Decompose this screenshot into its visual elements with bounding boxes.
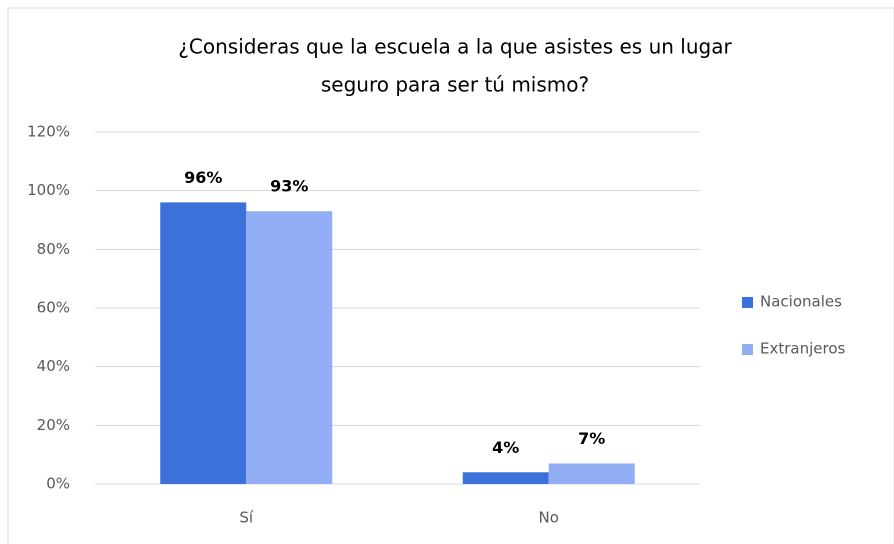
y-tick-label: 60%: [37, 299, 70, 317]
legend-swatch: [742, 297, 753, 308]
legend-swatch: [742, 344, 753, 355]
y-tick-label: 40%: [37, 357, 70, 375]
bar: [462, 472, 549, 484]
data-label: 7%: [578, 429, 605, 448]
chart-title: ¿Consideras que la escuela a la que asis…: [178, 35, 732, 59]
chart-title: seguro para ser tú mismo?: [321, 73, 589, 97]
y-tick-label: 0%: [46, 475, 70, 493]
legend-label: Extranjeros: [760, 340, 846, 358]
y-tick-label: 80%: [37, 240, 70, 258]
y-tick-label: 120%: [27, 123, 70, 141]
bar: [246, 211, 333, 484]
y-tick-label: 100%: [27, 181, 70, 199]
bar: [160, 202, 247, 484]
data-label: 96%: [184, 168, 222, 187]
x-tick-label: Sí: [239, 509, 254, 527]
bar: [548, 463, 635, 484]
x-tick-label: No: [539, 509, 559, 527]
legend-label: Nacionales: [760, 293, 842, 311]
data-label: 93%: [270, 177, 308, 196]
data-label: 4%: [492, 438, 519, 457]
chart-border: [7, 7, 894, 544]
y-tick-label: 20%: [37, 416, 70, 434]
